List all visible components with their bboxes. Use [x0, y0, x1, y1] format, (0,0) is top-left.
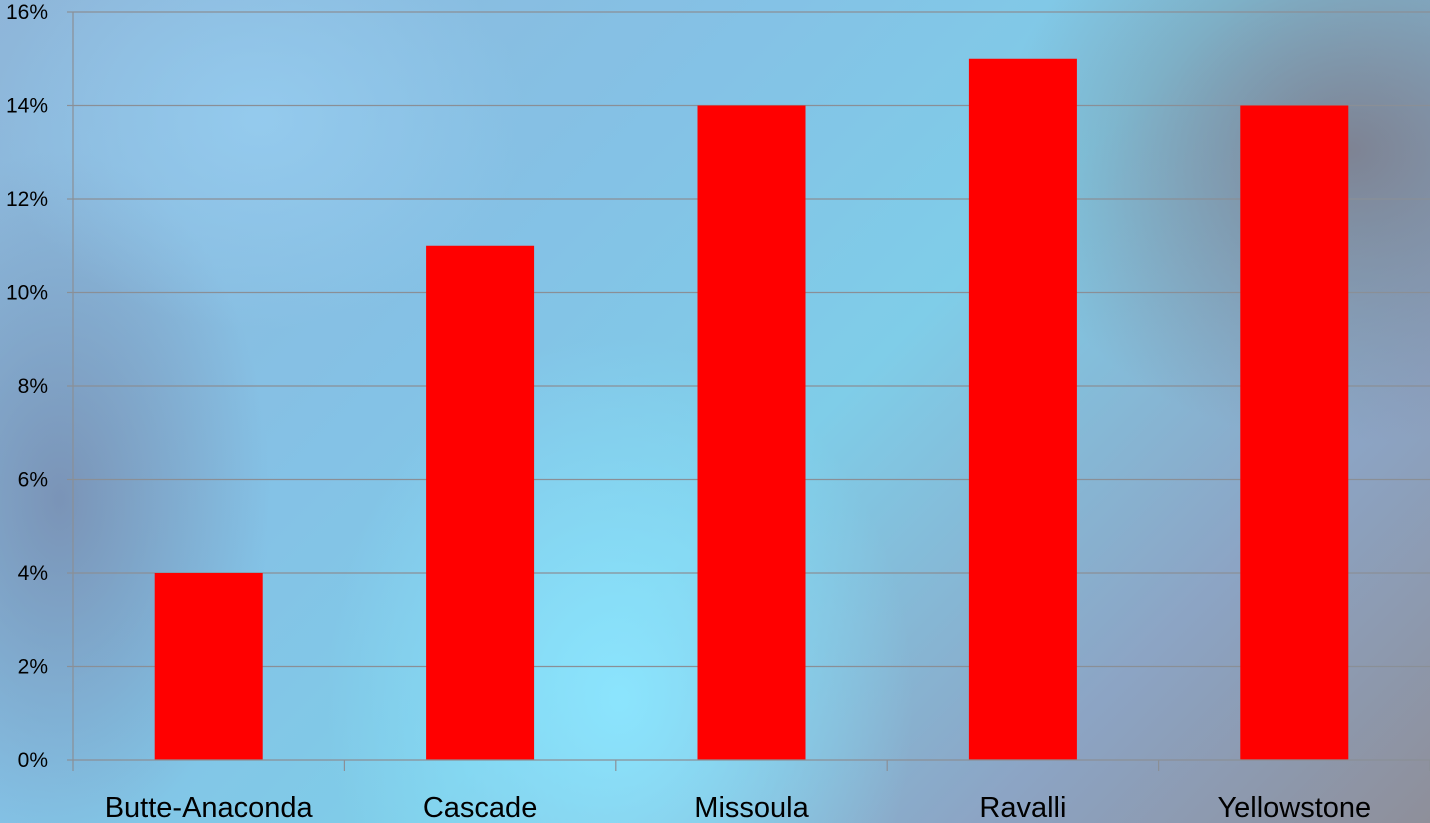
x-category-label: Missoula: [694, 792, 809, 823]
bar-yellowstone: [1240, 105, 1349, 760]
bars: [154, 58, 1349, 760]
y-tick-label: 12%: [6, 188, 48, 211]
y-tick-label: 10%: [6, 282, 48, 305]
y-tick-label: 8%: [18, 375, 48, 398]
x-category-label: Cascade: [423, 792, 537, 823]
bar-butte-anaconda: [154, 573, 263, 760]
bar-ravalli: [968, 58, 1077, 760]
y-tick-label: 0%: [18, 749, 48, 772]
x-category-label: Yellowstone: [1217, 792, 1371, 823]
y-tick-label: 4%: [18, 562, 48, 585]
y-tick-label: 6%: [18, 469, 48, 492]
axes: [67, 11, 1430, 771]
bar-cascade: [426, 245, 535, 760]
y-tick-label: 16%: [6, 1, 48, 24]
labels: 0% 2% 4% 6% 8% 10% 12% 14% 16% Butte-Anaconda Casc…: [6, 1, 1371, 823]
bar-missoula: [697, 105, 806, 760]
y-tick-label: 2%: [18, 656, 48, 679]
y-tick-label: 14%: [6, 95, 48, 118]
x-category-label: Butte-Anaconda: [105, 792, 314, 823]
x-category-label: Ravalli: [979, 792, 1066, 823]
